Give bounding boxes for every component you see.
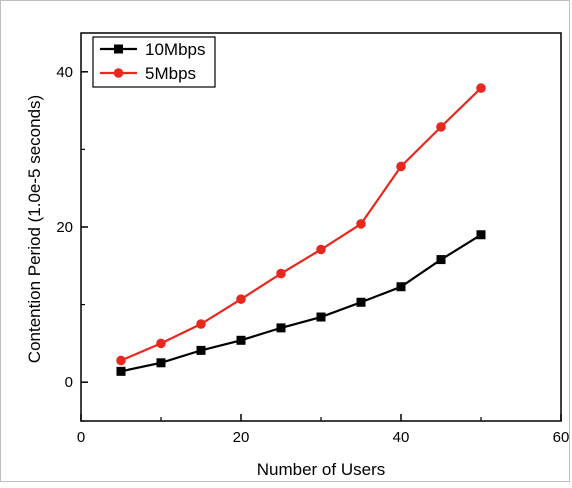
x-tick-label: 60 <box>553 429 570 446</box>
data-point-5mbps <box>476 83 486 93</box>
legend-marker-5mbps <box>113 68 124 78</box>
data-point-10mbps <box>236 335 246 345</box>
x-tick-label: 20 <box>233 429 250 446</box>
series-5mbps <box>116 83 486 366</box>
data-point-5mbps <box>356 219 366 229</box>
legend-box <box>92 36 216 88</box>
x-tick-label: 0 <box>77 429 85 446</box>
data-point-5mbps <box>236 294 246 304</box>
data-point-10mbps <box>276 323 286 333</box>
y-tick-label: 0 <box>65 374 73 391</box>
data-point-5mbps <box>316 244 326 255</box>
data-point-5mbps <box>276 268 286 279</box>
legend-marker-10mbps <box>114 44 123 54</box>
data-point-5mbps <box>436 122 446 132</box>
data-point-5mbps <box>396 161 406 172</box>
data-point-5mbps <box>156 338 166 349</box>
series-line-10mbps <box>120 233 482 373</box>
axis-ticks <box>80 71 562 422</box>
series-10mbps <box>116 230 486 376</box>
tick-labels: 0 20 40 60 0 20 40 <box>56 64 569 446</box>
data-point-10mbps <box>476 230 486 240</box>
series-line-5mbps <box>120 87 482 362</box>
data-point-10mbps <box>156 358 166 368</box>
legend-label-5mbps: 5Mbps <box>145 64 196 83</box>
data-point-10mbps <box>316 312 326 322</box>
y-tick-label: 20 <box>56 219 73 236</box>
plot-area <box>80 32 562 422</box>
y-axis-title: Contention Period (1.0e-5 seconds) <box>25 95 44 363</box>
data-point-10mbps <box>436 255 446 265</box>
legend-label-10mbps: 10Mbps <box>145 40 205 59</box>
data-point-10mbps <box>116 366 126 376</box>
data-point-5mbps <box>196 319 206 329</box>
data-point-10mbps <box>356 297 366 307</box>
legend: 10Mbps 5Mbps <box>92 36 216 88</box>
x-tick-label: 40 <box>393 429 410 446</box>
series-layer <box>116 83 486 376</box>
x-axis-title: Number of Users <box>257 460 385 479</box>
data-point-5mbps <box>116 355 126 366</box>
data-point-10mbps <box>196 345 206 355</box>
plot-border <box>80 32 562 422</box>
data-point-10mbps <box>396 282 406 292</box>
y-tick-label: 40 <box>56 64 73 81</box>
